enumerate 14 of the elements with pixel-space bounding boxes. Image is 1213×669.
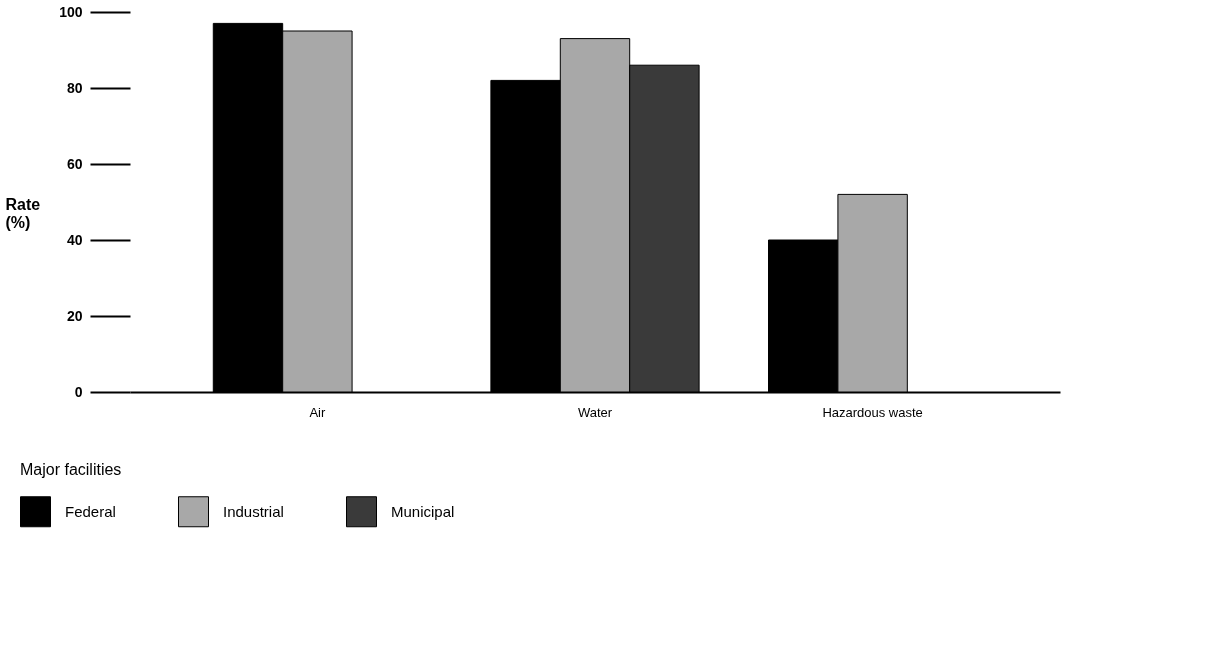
x-tick-label: Hazardous waste [822, 404, 923, 420]
legend-label: Federal [65, 502, 116, 520]
x-tick-label: Air [309, 404, 326, 420]
y-tick-label: 60 [66, 155, 83, 172]
y-tick-label: 0 [74, 383, 83, 400]
y-tick-label: 80 [66, 79, 83, 96]
y-tick-label: 40 [66, 231, 83, 248]
legend-label: Industrial [223, 502, 284, 520]
y-tick-label: 100 [59, 3, 83, 20]
y-tick-label: 20 [66, 307, 83, 324]
y-axis-title: Rate (%) [5, 195, 41, 231]
x-tick-label: Water [577, 404, 613, 420]
legend-title: Major facilities [20, 461, 122, 478]
legend-label: Municipal [391, 502, 455, 520]
